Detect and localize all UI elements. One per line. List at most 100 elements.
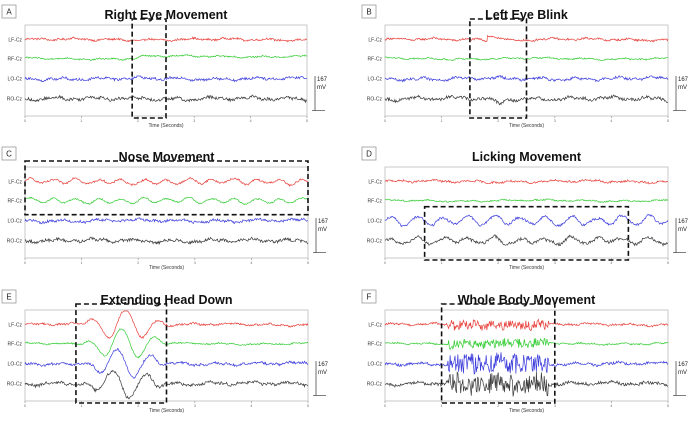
- channel-label: RO-Cz: [7, 382, 23, 388]
- panel-letter-box: [361, 4, 377, 19]
- channel-label: LF-Cz: [8, 323, 22, 329]
- trace-lo-cz: [384, 352, 669, 375]
- scale-bar: [313, 360, 326, 396]
- x-axis-label: Time (Seconds): [509, 408, 544, 414]
- x-tick-label: 2: [137, 404, 139, 408]
- scale-bar-unit: mV: [318, 227, 327, 233]
- panel-c: C Nose Movement 0 1 2 3 4 5 Time (Seconds) LF-Cz R…: [1, 146, 329, 271]
- panel-letter: A: [6, 8, 12, 17]
- channel-label: RO-Cz: [7, 239, 23, 245]
- channel-label: RF-Cz: [368, 199, 383, 205]
- scale-bar: [313, 217, 326, 253]
- x-tick-label: 4: [250, 119, 252, 123]
- channel-label: RF-Cz: [8, 199, 23, 205]
- plot-frame: [24, 166, 309, 259]
- channel-label: RO-Cz: [367, 239, 383, 245]
- channel-label: LO-Cz: [8, 219, 23, 225]
- trace-ro-cz: [384, 371, 669, 397]
- x-tick-label: 5: [307, 261, 309, 265]
- x-tick-label: 2: [497, 261, 499, 265]
- x-tick-label: 0: [24, 261, 26, 265]
- scale-bar: [673, 217, 686, 253]
- x-tick-label: 5: [306, 119, 308, 123]
- scale-bar-value: 167: [678, 362, 689, 368]
- trace-lf-cz: [24, 177, 309, 188]
- trace-rf-cz: [24, 196, 309, 206]
- x-tick-label: 1: [81, 261, 83, 265]
- x-tick-label: 1: [80, 119, 82, 123]
- trace-ro-cz: [384, 234, 669, 247]
- trace-lo-cz: [24, 347, 309, 380]
- trace-lo-cz: [24, 217, 309, 225]
- x-tick-label: 4: [610, 119, 612, 123]
- channel-label: LF-Cz: [368, 180, 382, 186]
- channel-label: LO-Cz: [368, 77, 383, 83]
- scale-bar-value: 167: [317, 77, 328, 83]
- x-tick-label: 1: [441, 119, 443, 123]
- x-tick-label: 3: [194, 261, 196, 265]
- highlight-box: [131, 18, 167, 119]
- trace-lf-cz: [24, 36, 308, 43]
- x-tick-label: 3: [554, 404, 556, 408]
- x-tick-label: 3: [193, 119, 195, 123]
- trace-ro-cz: [384, 94, 669, 106]
- x-tick-label: 0: [24, 119, 26, 123]
- x-axis-label: Time (Seconds): [148, 123, 183, 129]
- channel-label: LO-Cz: [8, 77, 23, 83]
- scale-bar: [673, 75, 686, 111]
- trace-rf-cz: [25, 54, 308, 62]
- scale-bar-value: 167: [678, 77, 689, 83]
- trace-ro-cz: [24, 94, 308, 104]
- channel-label: LF-Cz: [8, 38, 22, 44]
- x-tick-label: 0: [24, 404, 26, 408]
- channel-label: LO-Cz: [368, 362, 383, 368]
- scale-bar: [312, 75, 325, 111]
- trace-lf-cz: [384, 318, 669, 332]
- x-tick-label: 2: [137, 261, 139, 265]
- scale-bar-unit: mV: [678, 85, 687, 91]
- highlight-box: [24, 160, 309, 216]
- x-tick-label: 4: [610, 261, 612, 265]
- panel-d: D Licking Movement 0 1 2 3 4 5 Time (Seconds) LF-…: [361, 146, 689, 271]
- x-tick-label: 3: [194, 404, 196, 408]
- panel-letter-box: [361, 146, 377, 161]
- panel-letter: C: [6, 150, 12, 159]
- trace-lo-cz: [384, 213, 669, 228]
- channel-label: RF-Cz: [8, 57, 23, 63]
- x-tick-label: 5: [667, 119, 669, 123]
- panel-letter-box: [1, 146, 17, 161]
- scale-bar: [673, 360, 686, 396]
- trace-lf-cz: [24, 310, 309, 339]
- x-tick-label: 1: [81, 404, 83, 408]
- plot-frame: [384, 166, 669, 259]
- x-tick-label: 0: [384, 119, 386, 123]
- highlight-box: [75, 303, 168, 404]
- channel-label: RO-Cz: [367, 382, 383, 388]
- trace-rf-cz: [384, 337, 669, 351]
- x-tick-label: 4: [250, 404, 252, 408]
- panel-title: Whole Body Movement: [458, 293, 596, 307]
- trace-lo-cz: [24, 75, 308, 83]
- scale-bar-value: 167: [318, 219, 329, 225]
- channel-label: LF-Cz: [368, 323, 382, 329]
- x-tick-label: 5: [667, 404, 669, 408]
- scale-bar-value: 167: [678, 219, 689, 225]
- scale-bar-unit: mV: [678, 370, 687, 376]
- x-tick-label: 5: [667, 261, 669, 265]
- x-tick-label: 2: [497, 404, 499, 408]
- x-tick-label: 4: [610, 404, 612, 408]
- x-tick-label: 0: [384, 404, 386, 408]
- highlight-box: [440, 303, 556, 404]
- x-tick-label: 1: [441, 404, 443, 408]
- panel-letter-box: [361, 289, 377, 304]
- x-axis-label: Time (Seconds): [149, 408, 184, 414]
- x-axis-label: Time (Seconds): [509, 123, 544, 129]
- channel-label: LF-Cz: [8, 180, 22, 186]
- panel-letter-box: [1, 289, 17, 304]
- trace-ro-cz: [24, 236, 309, 245]
- x-tick-label: 2: [137, 119, 139, 123]
- x-tick-label: 3: [554, 119, 556, 123]
